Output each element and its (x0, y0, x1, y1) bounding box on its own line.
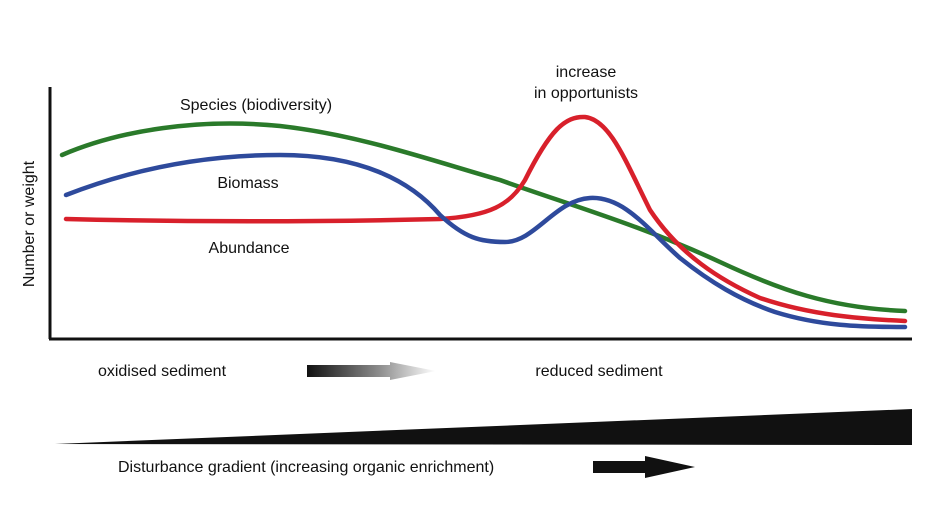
abundance-curve (63, 114, 908, 324)
opportunists-annotation-line1: increase (556, 64, 617, 81)
disturbance-wedge (55, 409, 912, 445)
disturbance-gradient-label: Disturbance gradient (increasing organic… (118, 459, 494, 476)
species-curve (59, 121, 908, 314)
biomass-label: Biomass (217, 175, 278, 192)
reduced-sediment-label: reduced sediment (535, 363, 663, 380)
oxidised-sediment-label: oxidised sediment (98, 363, 227, 380)
species-label: Species (biodiversity) (180, 97, 332, 114)
sediment-arrow (307, 362, 436, 380)
opportunists-annotation-line2: in opportunists (534, 85, 638, 102)
abundance-label: Abundance (209, 240, 290, 257)
y-axis-label: Number or weight (21, 160, 38, 287)
gradient-arrow (593, 456, 695, 478)
biomass-curve (63, 152, 908, 330)
